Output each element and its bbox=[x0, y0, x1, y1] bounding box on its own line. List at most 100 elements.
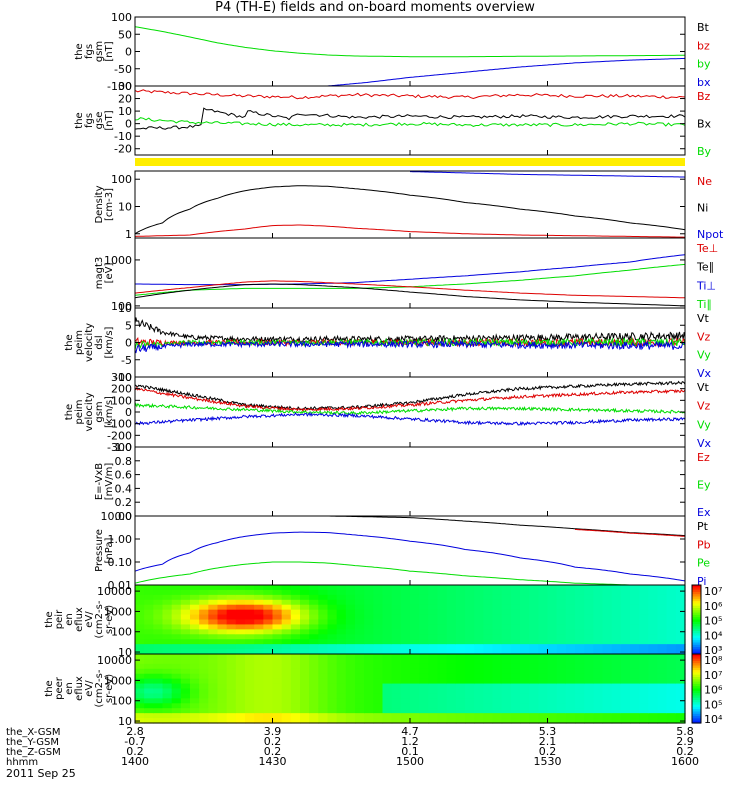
spectrogram-cell bbox=[391, 629, 402, 635]
spectrogram-cell bbox=[666, 663, 677, 670]
spectrogram-cell bbox=[199, 624, 209, 630]
colorbar-step bbox=[692, 677, 701, 680]
spectrogram-cell bbox=[501, 688, 512, 695]
spectrogram-cell bbox=[144, 668, 154, 675]
spectrogram-cell bbox=[529, 693, 539, 699]
spectrogram-cell bbox=[465, 639, 475, 645]
spectrogram-cell bbox=[290, 713, 301, 719]
spectrogram-cell bbox=[657, 594, 668, 601]
spectrogram-cell bbox=[639, 703, 649, 709]
spectrogram-cell bbox=[208, 673, 219, 680]
spectrogram-cell bbox=[611, 599, 622, 606]
spectrogram-cell bbox=[382, 619, 393, 626]
spectrogram-cell bbox=[199, 619, 209, 626]
spectrogram-cell bbox=[355, 718, 365, 724]
spectrogram-cell bbox=[483, 708, 494, 714]
spectrogram-cell bbox=[190, 668, 200, 675]
spectrogram-cell bbox=[135, 604, 145, 611]
spectrogram-cell bbox=[336, 599, 347, 606]
y-axis-label: (cm2-s- bbox=[94, 669, 105, 707]
spectrogram-cell bbox=[364, 668, 374, 675]
spectrogram-cell bbox=[501, 673, 512, 680]
spectrogram-cell bbox=[465, 668, 475, 675]
spectrogram-cell bbox=[556, 604, 567, 611]
spectrogram-cell bbox=[226, 658, 237, 665]
spectrogram-cell bbox=[510, 668, 521, 675]
spectrogram-cell bbox=[217, 634, 228, 640]
orbit-row-label: the_X-GSM bbox=[6, 727, 60, 738]
spectrogram-cell bbox=[300, 634, 310, 640]
spectrogram-cell bbox=[428, 668, 439, 675]
spectrogram-cell bbox=[364, 594, 374, 601]
spectrogram-cell bbox=[144, 644, 154, 650]
spectrogram-cell bbox=[565, 624, 576, 630]
spectrogram-cell bbox=[171, 713, 182, 719]
spectrogram-cell bbox=[620, 634, 631, 640]
orbit-row-value: 1400 bbox=[121, 755, 149, 768]
spectrogram-cell bbox=[318, 693, 329, 699]
spectrogram-cell bbox=[235, 698, 246, 704]
spectrogram-cell bbox=[630, 678, 640, 685]
spectrogram-cell bbox=[611, 594, 622, 601]
spectrogram-cell bbox=[208, 649, 219, 655]
spectrogram-cell bbox=[171, 718, 182, 724]
spectrogram-cell bbox=[327, 609, 338, 616]
spectrogram-cell bbox=[254, 698, 264, 704]
spectrogram-cell bbox=[144, 693, 154, 699]
spectrogram-cell bbox=[254, 708, 264, 714]
colorbar-step bbox=[692, 589, 701, 593]
spectrogram-cell bbox=[290, 609, 301, 616]
spectrogram-cell bbox=[245, 634, 255, 640]
spectrogram-cell bbox=[309, 678, 319, 685]
spectrogram-cell bbox=[300, 673, 310, 680]
spectrogram-cell bbox=[538, 678, 549, 685]
spectrogram-cell bbox=[575, 673, 585, 680]
spectrogram-cell bbox=[336, 713, 347, 719]
spectrogram-cell bbox=[547, 644, 558, 650]
spectrogram-cell bbox=[327, 629, 338, 635]
spectrogram-cell bbox=[666, 585, 677, 591]
spectrogram-cell bbox=[419, 698, 429, 704]
spectrogram-cell bbox=[428, 708, 439, 714]
spectrogram-cell bbox=[235, 644, 246, 650]
spectrogram-cell bbox=[290, 624, 301, 630]
spectrogram-cell bbox=[575, 589, 585, 596]
spectrogram-cell bbox=[318, 668, 329, 675]
spectrogram-cell bbox=[226, 708, 237, 714]
spectrogram-cell bbox=[382, 589, 393, 596]
spectrogram-cell bbox=[290, 708, 301, 714]
spectrogram-cell bbox=[144, 649, 154, 655]
y-axis-label: en bbox=[64, 682, 75, 695]
spectrogram-cell bbox=[345, 585, 356, 591]
spectrogram-cell bbox=[382, 683, 393, 690]
spectrogram-cell bbox=[620, 654, 631, 660]
y-tick-label: 20 bbox=[118, 93, 132, 106]
spectrogram-cell bbox=[355, 619, 365, 626]
spectrogram-cell bbox=[364, 713, 374, 719]
spectrogram-cell bbox=[547, 683, 558, 690]
spectrogram-cell bbox=[208, 663, 219, 670]
spectrogram-cell bbox=[428, 703, 439, 709]
orbit-row-value: 2.9 bbox=[676, 735, 694, 748]
spectrogram-cell bbox=[639, 585, 649, 591]
spectrogram-cell bbox=[272, 589, 283, 596]
spectrogram-cell bbox=[263, 698, 274, 704]
spectrogram-cell bbox=[639, 688, 649, 695]
spectrogram-cell bbox=[364, 589, 374, 596]
spectrogram-cell bbox=[254, 609, 264, 616]
spectrogram-cell bbox=[290, 614, 301, 621]
spectrogram-cell bbox=[455, 654, 466, 660]
spectrogram-cell bbox=[190, 585, 200, 591]
spectrogram-cell bbox=[327, 668, 338, 675]
spectrogram-cell bbox=[437, 683, 448, 690]
spectrogram-cell bbox=[162, 688, 173, 695]
spectrogram-cell bbox=[290, 678, 301, 685]
spectrogram-cell bbox=[171, 614, 182, 621]
spectrogram-cell bbox=[520, 708, 530, 714]
spectrogram-cell bbox=[263, 713, 274, 719]
spectrogram-cell bbox=[162, 703, 173, 709]
spectrogram-cell bbox=[565, 609, 576, 616]
spectrogram-cell bbox=[171, 693, 182, 699]
spectrogram-cell bbox=[144, 673, 154, 680]
spectrogram-cell bbox=[465, 718, 475, 724]
